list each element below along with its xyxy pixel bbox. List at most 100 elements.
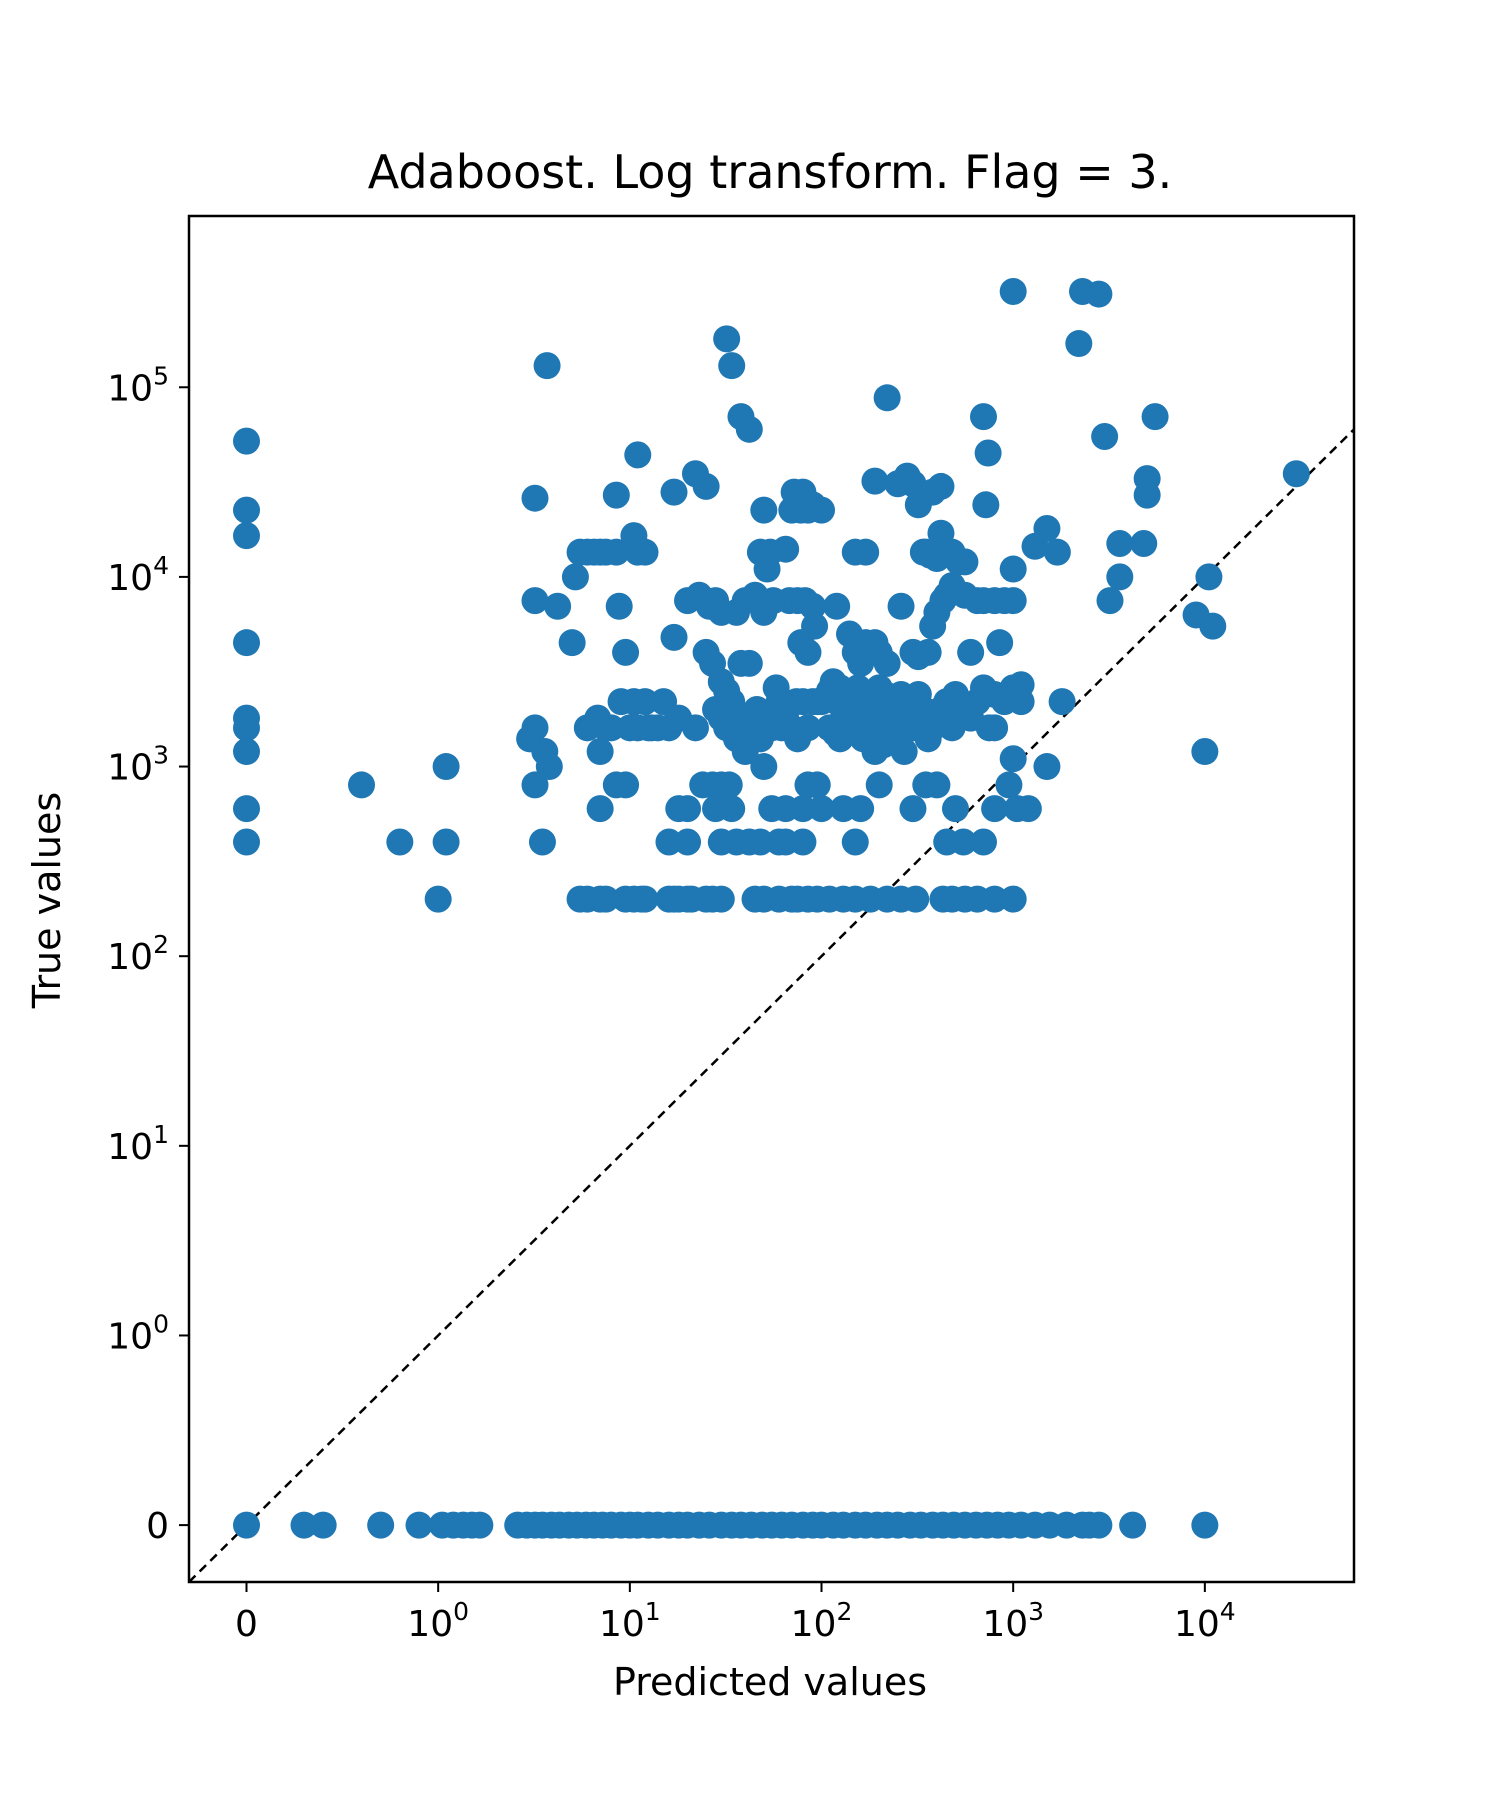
data-point bbox=[521, 714, 549, 742]
data-point bbox=[981, 714, 1009, 742]
data-point bbox=[873, 384, 901, 412]
data-point bbox=[631, 688, 659, 716]
data-point bbox=[999, 587, 1027, 615]
data-point bbox=[707, 885, 735, 913]
plot-frame bbox=[187, 214, 1356, 1584]
data-point bbox=[1065, 330, 1093, 358]
data-point bbox=[535, 753, 563, 781]
data-point bbox=[233, 1511, 261, 1539]
axis-ticks: 0 100 101 102 103 104 0 100 101 102 103 104 105 bbox=[107, 361, 1235, 1645]
data-point bbox=[899, 795, 927, 823]
data-point bbox=[923, 771, 951, 799]
data-point bbox=[592, 885, 620, 913]
data-point bbox=[681, 714, 709, 742]
data-point bbox=[386, 828, 414, 856]
data-point bbox=[1199, 612, 1227, 640]
y-tick-label: 105 bbox=[107, 361, 169, 409]
data-point bbox=[605, 592, 633, 620]
x-tick-label: 101 bbox=[599, 1597, 661, 1645]
data-point bbox=[612, 771, 640, 799]
data-point bbox=[1141, 403, 1169, 431]
y-tick-label: 103 bbox=[107, 741, 169, 789]
data-point bbox=[1091, 423, 1119, 451]
data-point bbox=[981, 885, 1009, 913]
data-point bbox=[674, 828, 702, 856]
data-point bbox=[808, 496, 836, 524]
data-point bbox=[1106, 563, 1134, 591]
data-point bbox=[561, 563, 589, 591]
y-tick-label: 0 bbox=[146, 1506, 169, 1547]
data-point bbox=[1119, 1511, 1147, 1539]
data-point bbox=[972, 491, 1000, 519]
chart-title: Adaboost. Log transform. Flag = 3. bbox=[368, 145, 1173, 199]
data-point bbox=[861, 467, 889, 495]
y-tick-label: 100 bbox=[107, 1309, 169, 1357]
data-point bbox=[367, 1511, 395, 1539]
data-point bbox=[631, 538, 659, 566]
data-point bbox=[999, 885, 1027, 913]
data-point bbox=[533, 352, 561, 380]
data-point bbox=[789, 828, 817, 856]
data-point bbox=[702, 695, 730, 723]
data-point bbox=[981, 795, 1009, 823]
data-point bbox=[528, 828, 556, 856]
data-point bbox=[735, 415, 763, 443]
data-point bbox=[823, 592, 851, 620]
y-axis-label: True values bbox=[25, 792, 69, 1009]
data-point bbox=[852, 538, 880, 566]
data-point bbox=[986, 629, 1014, 657]
data-point bbox=[665, 795, 693, 823]
y-tick-label: 104 bbox=[107, 551, 169, 599]
data-point bbox=[784, 725, 812, 753]
x-tick-label: 103 bbox=[982, 1597, 1044, 1645]
data-point bbox=[1130, 530, 1158, 558]
data-point bbox=[727, 649, 755, 677]
data-point bbox=[847, 795, 875, 823]
x-tick-label: 100 bbox=[407, 1597, 469, 1645]
x-tick-label: 104 bbox=[1174, 1597, 1236, 1645]
data-point bbox=[521, 587, 549, 615]
data-point bbox=[713, 325, 741, 353]
data-point bbox=[233, 522, 261, 550]
data-point bbox=[887, 592, 915, 620]
data-point bbox=[233, 714, 261, 742]
data-point bbox=[432, 753, 460, 781]
data-point bbox=[1096, 587, 1124, 615]
x-tick-label: 102 bbox=[791, 1597, 853, 1645]
data-point bbox=[1133, 465, 1161, 493]
data-point bbox=[718, 352, 746, 380]
data-point bbox=[999, 277, 1027, 305]
data-point bbox=[432, 828, 460, 856]
data-point bbox=[969, 828, 997, 856]
data-point bbox=[1085, 1511, 1113, 1539]
data-point bbox=[865, 771, 893, 799]
data-point bbox=[233, 496, 261, 524]
data-point bbox=[974, 439, 1002, 467]
data-point bbox=[794, 638, 822, 666]
data-point bbox=[841, 828, 869, 856]
data-point bbox=[1014, 795, 1042, 823]
data-point bbox=[715, 771, 743, 799]
data-point bbox=[750, 753, 778, 781]
data-point bbox=[995, 771, 1023, 799]
data-point bbox=[1043, 538, 1071, 566]
data-point bbox=[912, 538, 940, 566]
data-point bbox=[602, 481, 630, 509]
data-point bbox=[803, 771, 831, 799]
reference-line bbox=[188, 428, 1355, 1583]
data-point bbox=[1033, 753, 1061, 781]
data-point bbox=[914, 638, 942, 666]
data-point bbox=[692, 472, 720, 500]
data-point bbox=[941, 795, 969, 823]
data-point bbox=[405, 1511, 433, 1539]
data-point bbox=[969, 680, 997, 708]
y-tick-label: 101 bbox=[107, 1120, 169, 1168]
y-tick-label: 102 bbox=[107, 930, 169, 978]
data-point bbox=[233, 629, 261, 657]
data-point bbox=[1007, 671, 1035, 699]
data-point bbox=[1191, 1511, 1219, 1539]
data-point bbox=[722, 598, 750, 626]
x-axis-label: Predicted values bbox=[613, 1660, 927, 1704]
